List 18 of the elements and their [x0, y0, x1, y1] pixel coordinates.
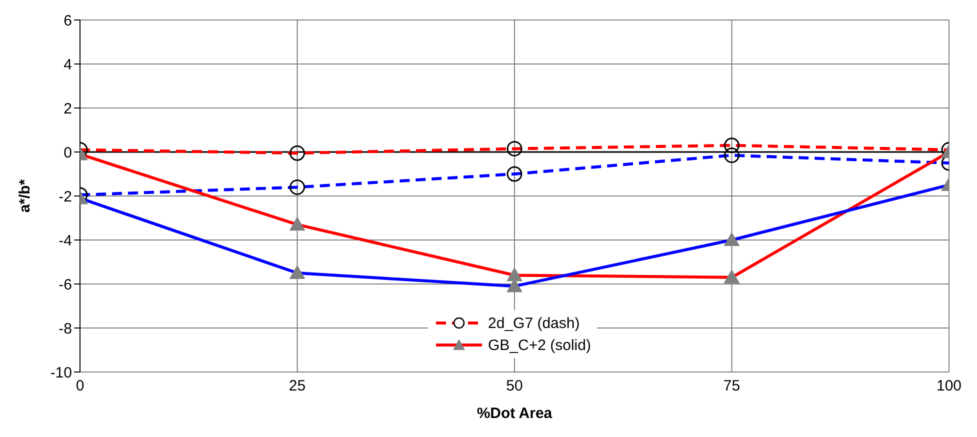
y-tick-label: -8 [58, 320, 72, 338]
x-tick-label: 75 [723, 378, 740, 395]
y-tick-label: -10 [50, 364, 72, 382]
y-tick-label: -6 [58, 276, 72, 294]
x-axis-title: %Dot Area [476, 405, 553, 422]
y-tick-label: 0 [64, 144, 72, 162]
y-axis-title: a*/b* [16, 179, 34, 213]
x-tick-label: 25 [288, 378, 306, 395]
y-tick-label: 4 [64, 56, 72, 74]
y-tick-label: -2 [58, 188, 72, 206]
legend-label: GB_C+2 (solid) [488, 336, 591, 354]
y-tick-label: -4 [58, 232, 72, 250]
y-tick-label: 2 [64, 100, 72, 118]
x-tick-label: 100 [936, 378, 962, 395]
x-tick-label: 50 [506, 378, 523, 395]
legend-label: 2d_G7 (dash) [488, 314, 580, 332]
x-tick-label: 0 [76, 378, 84, 395]
y-tick-label: 6 [64, 12, 72, 30]
